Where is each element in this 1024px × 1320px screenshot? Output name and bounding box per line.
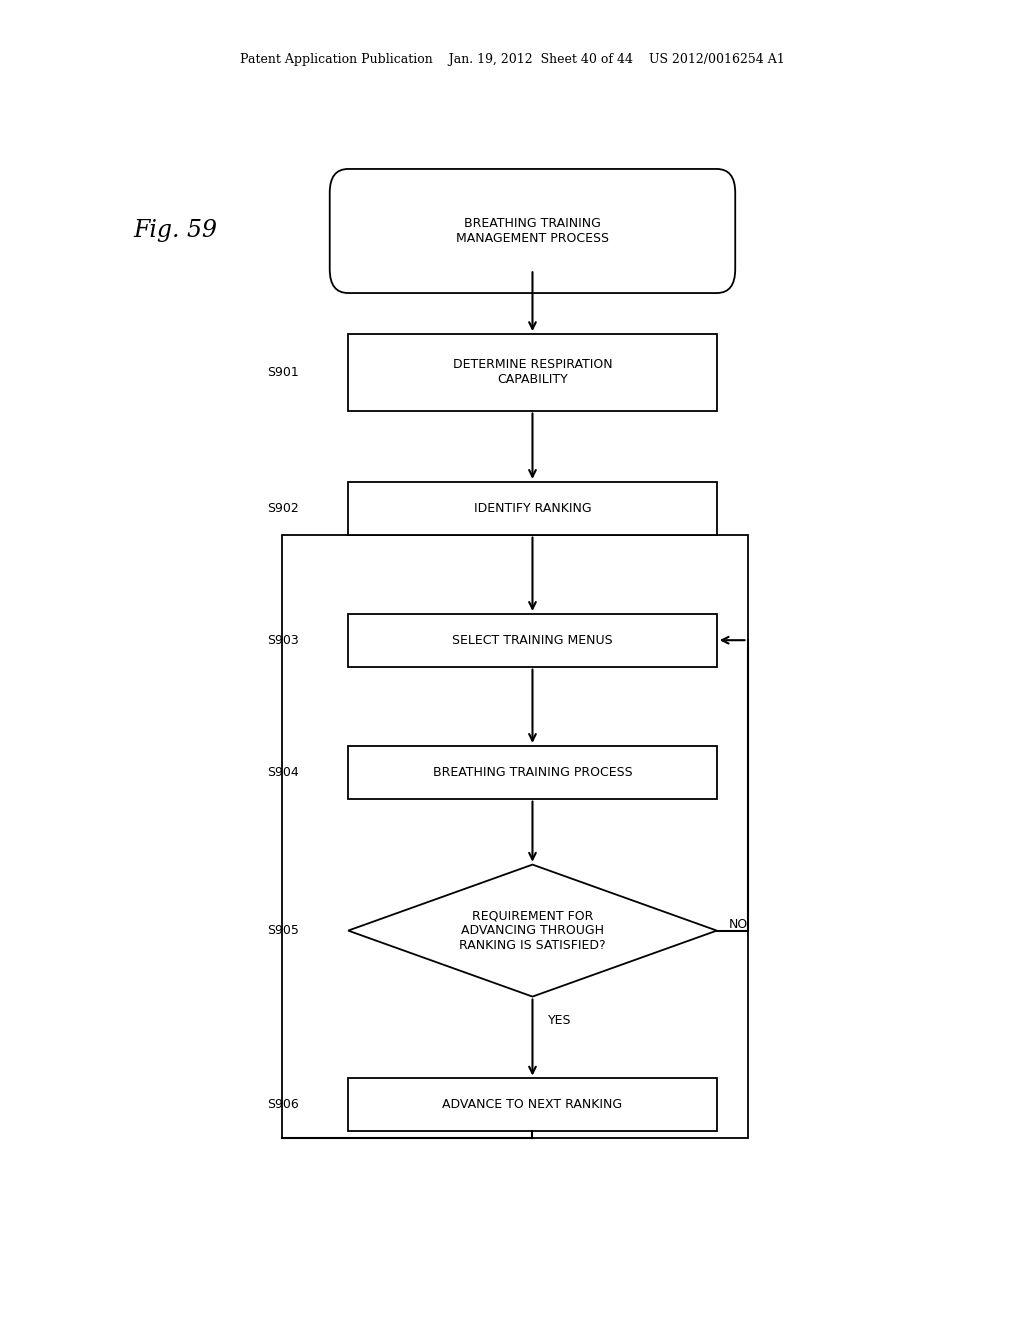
Text: DETERMINE RESPIRATION
CAPABILITY: DETERMINE RESPIRATION CAPABILITY — [453, 358, 612, 387]
Text: S905: S905 — [267, 924, 299, 937]
Text: S902: S902 — [267, 502, 299, 515]
Bar — [348, 746, 717, 799]
Bar — [348, 614, 717, 667]
Polygon shape — [348, 865, 717, 997]
Text: S904: S904 — [267, 766, 299, 779]
FancyBboxPatch shape — [330, 169, 735, 293]
Text: BREATHING TRAINING PROCESS: BREATHING TRAINING PROCESS — [433, 766, 632, 779]
Text: IDENTIFY RANKING: IDENTIFY RANKING — [474, 502, 591, 515]
Text: S906: S906 — [267, 1098, 299, 1111]
Text: NO: NO — [729, 917, 749, 931]
Text: YES: YES — [548, 1014, 571, 1027]
Bar — [282, 535, 748, 1138]
Bar — [348, 1078, 717, 1131]
Text: S901: S901 — [267, 366, 299, 379]
Text: BREATHING TRAINING
MANAGEMENT PROCESS: BREATHING TRAINING MANAGEMENT PROCESS — [456, 216, 609, 246]
Bar — [348, 482, 717, 535]
Text: ADVANCE TO NEXT RANKING: ADVANCE TO NEXT RANKING — [442, 1098, 623, 1111]
Text: S903: S903 — [267, 634, 299, 647]
Text: Fig. 59: Fig. 59 — [133, 219, 217, 243]
Text: Patent Application Publication    Jan. 19, 2012  Sheet 40 of 44    US 2012/00162: Patent Application Publication Jan. 19, … — [240, 53, 784, 66]
Text: SELECT TRAINING MENUS: SELECT TRAINING MENUS — [453, 634, 612, 647]
Bar — [348, 334, 717, 411]
Text: REQUIREMENT FOR
ADVANCING THROUGH
RANKING IS SATISFIED?: REQUIREMENT FOR ADVANCING THROUGH RANKIN… — [459, 909, 606, 952]
